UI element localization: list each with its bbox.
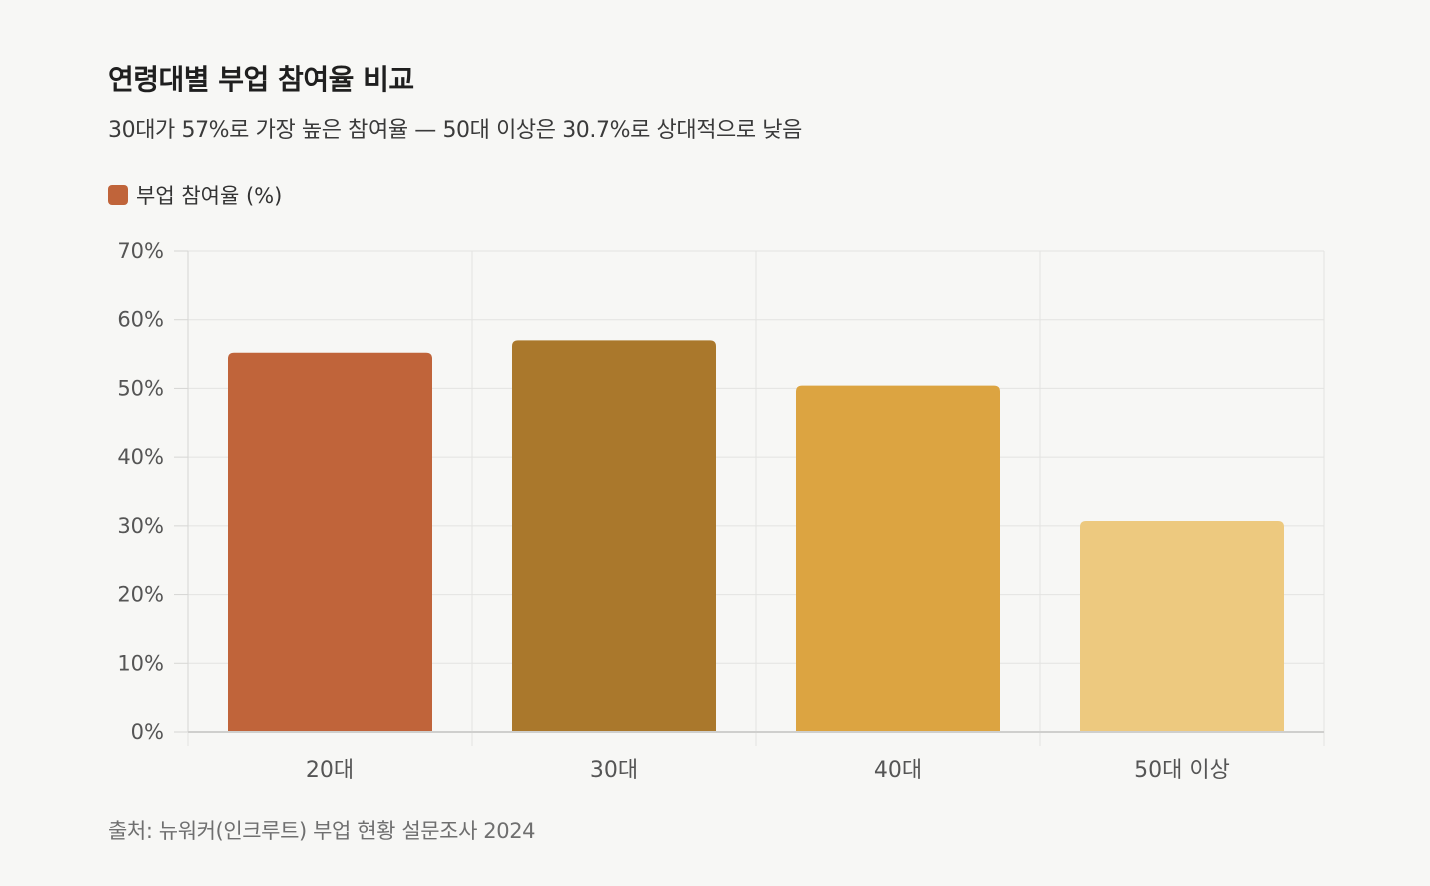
- chart-subtitle: 30대가 57%로 가장 높은 참여율 — 50대 이상은 30.7%로 상대적…: [108, 118, 802, 143]
- x-tick-label: 20대: [306, 758, 354, 783]
- x-tick-label: 30대: [590, 758, 638, 783]
- y-tick-label: 70%: [117, 239, 164, 263]
- legend-swatch: [108, 185, 128, 205]
- x-tick-label: 40대: [874, 758, 922, 783]
- x-tick-label: 50대 이상: [1134, 758, 1230, 783]
- bar: [796, 385, 1000, 732]
- y-tick-label: 20%: [117, 583, 164, 607]
- legend-label: 부업 참여율 (%): [136, 184, 283, 208]
- y-tick-label: 60%: [117, 308, 164, 332]
- y-tick-label: 30%: [117, 514, 164, 538]
- chart-title: 연령대별 부업 참여율 비교: [108, 63, 414, 96]
- y-tick-label: 10%: [117, 651, 164, 675]
- y-tick-label: 40%: [117, 445, 164, 469]
- bar: [1080, 521, 1284, 732]
- y-tick-label: 0%: [131, 720, 164, 744]
- bar: [512, 340, 716, 732]
- y-tick-label: 50%: [117, 376, 164, 400]
- chart-legend[interactable]: 부업 참여율 (%): [108, 180, 282, 210]
- bar: [228, 352, 432, 732]
- source-note: 출처: 뉴워커(인크루트) 부업 현황 설문조사 2024: [108, 819, 536, 843]
